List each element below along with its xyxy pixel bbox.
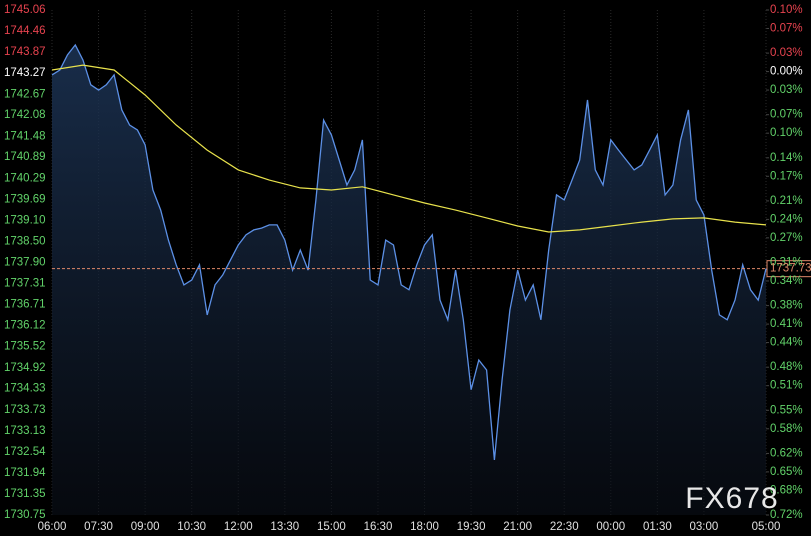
y2-tick-label: 0.44% bbox=[770, 337, 803, 349]
y-tick-label: 1737.31 bbox=[4, 278, 46, 290]
y2-tick-label: 0.48% bbox=[770, 361, 803, 373]
y-tick-label: 1740.89 bbox=[4, 151, 46, 163]
y2-tick-label: 0.34% bbox=[770, 275, 803, 287]
y2-tick-label: 0.00% bbox=[770, 66, 803, 78]
y-tick-label: 1743.27 bbox=[4, 67, 46, 79]
y-tick-label: 1744.46 bbox=[4, 25, 46, 37]
y-tick-label: 1733.13 bbox=[4, 425, 46, 437]
y2-tick-label: 0.41% bbox=[770, 318, 803, 330]
y2-tick-label: 0.03% bbox=[770, 84, 803, 96]
y2-tick-label: 0.51% bbox=[770, 380, 803, 392]
y2-tick-label: 0.72% bbox=[770, 509, 803, 521]
x-tick-label: 10:30 bbox=[177, 521, 206, 533]
x-tick-label: 09:00 bbox=[131, 521, 160, 533]
y2-tick-label: 0.10% bbox=[770, 4, 803, 16]
x-tick-label: 12:00 bbox=[224, 521, 253, 533]
x-tick-label: 16:30 bbox=[364, 521, 393, 533]
y-tick-label: 1742.67 bbox=[4, 88, 46, 100]
y-tick-label: 1738.50 bbox=[4, 236, 46, 248]
y-tick-label: 1740.29 bbox=[4, 172, 46, 184]
x-tick-label: 03:00 bbox=[690, 521, 719, 533]
x-tick-label: 15:00 bbox=[317, 521, 346, 533]
y2-tick-label: 0.62% bbox=[770, 447, 803, 459]
y-tick-label: 1734.33 bbox=[4, 383, 46, 395]
y2-tick-label: 0.58% bbox=[770, 423, 803, 435]
y-tick-label: 1745.06 bbox=[4, 4, 46, 16]
y2-tick-label: 0.68% bbox=[770, 484, 803, 496]
y-tick-label: 1731.35 bbox=[4, 488, 46, 500]
y2-tick-label: 0.55% bbox=[770, 404, 803, 416]
y-tick-label: 1737.90 bbox=[4, 257, 46, 269]
y2-tick-label: 0.07% bbox=[770, 23, 803, 35]
x-tick-label: 18:00 bbox=[410, 521, 439, 533]
average-line bbox=[51, 64, 767, 233]
y-tick-label: 1736.71 bbox=[4, 299, 46, 311]
y-tick-label: 1733.73 bbox=[4, 404, 46, 416]
price-line bbox=[51, 43, 767, 460]
y2-tick-label: 0.10% bbox=[770, 127, 803, 139]
y2-tick-label: 0.03% bbox=[770, 47, 803, 59]
watermark: FX678 bbox=[685, 482, 778, 515]
x-tick-label: 00:00 bbox=[596, 521, 625, 533]
y-tick-label: 1739.10 bbox=[4, 214, 46, 226]
y-tick-label: 1730.75 bbox=[4, 509, 46, 521]
y-tick-label: 1736.12 bbox=[4, 320, 46, 332]
x-tick-label: 19:30 bbox=[457, 521, 486, 533]
y-tick-label: 1735.52 bbox=[4, 341, 46, 353]
x-tick-label: 01:30 bbox=[643, 521, 672, 533]
y2-tick-label: 0.07% bbox=[770, 109, 803, 121]
y-tick-label: 1741.48 bbox=[4, 130, 46, 142]
y-tick-label: 1734.92 bbox=[4, 362, 46, 374]
y2-tick-label: 0.65% bbox=[770, 466, 803, 478]
y2-tick-label: 0.14% bbox=[770, 152, 803, 164]
x-tick-label: 21:00 bbox=[503, 521, 532, 533]
y2-tick-label: 0.21% bbox=[770, 195, 803, 207]
x-tick-label: 22:30 bbox=[550, 521, 579, 533]
y2-tick-label: 0.27% bbox=[770, 232, 803, 244]
y-tick-label: 1739.69 bbox=[4, 194, 46, 206]
x-tick-label: 13:30 bbox=[270, 521, 299, 533]
y-tick-label: 1742.08 bbox=[4, 109, 46, 121]
x-tick-label: 07:30 bbox=[84, 521, 113, 533]
y2-tick-label: 0.17% bbox=[770, 170, 803, 182]
last-price-label: 1737.73 bbox=[770, 263, 811, 275]
y-tick-label: 1731.94 bbox=[4, 467, 46, 479]
y-tick-label: 1743.87 bbox=[4, 46, 46, 58]
last-price-box bbox=[766, 260, 811, 278]
y2-tick-label: 0.24% bbox=[770, 213, 803, 225]
y2-tick-label: 0.38% bbox=[770, 300, 803, 312]
y2-tick-label: 0.31% bbox=[770, 257, 803, 269]
price-area bbox=[52, 44, 766, 516]
y-tick-label: 1732.54 bbox=[4, 446, 46, 458]
x-tick-label: 05:00 bbox=[752, 521, 781, 533]
x-tick-label: 06:00 bbox=[38, 521, 67, 533]
